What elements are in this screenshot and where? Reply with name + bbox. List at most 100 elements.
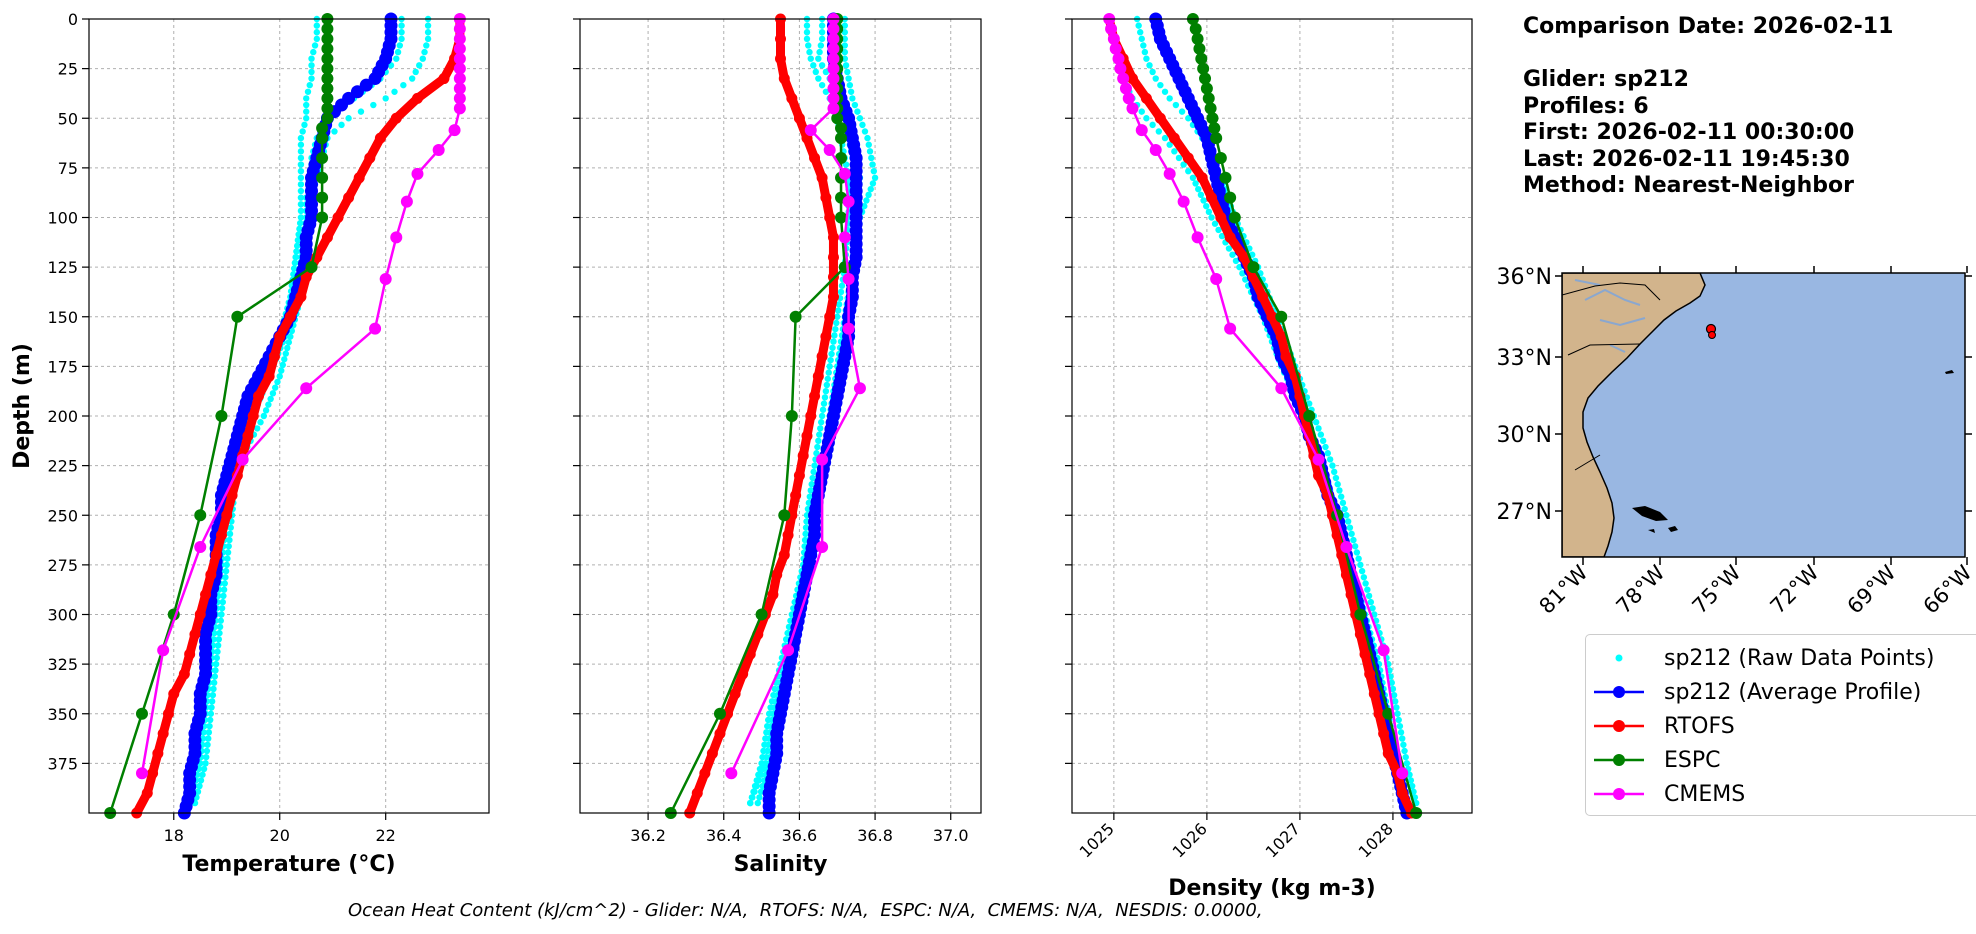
rtofs-point — [1140, 92, 1152, 104]
raw-data-point — [814, 443, 821, 451]
raw-data-point — [297, 167, 305, 175]
raw-data-point — [297, 148, 305, 155]
espc-point — [1219, 171, 1232, 184]
density-panel: 1025 1026 1027 1028 Density (kg m-3) — [1065, 12, 1473, 901]
raw-data-point — [308, 55, 315, 62]
legend-label-rtofs: RTOFS — [1664, 713, 1735, 739]
rtofs-point — [744, 648, 756, 660]
raw-data-point — [338, 121, 345, 129]
raw-data-point — [393, 55, 400, 62]
cmems-point — [390, 231, 403, 244]
y-tick-label: 250 — [47, 506, 78, 525]
raw-data-point — [1218, 232, 1226, 240]
cmems-point — [816, 453, 829, 466]
rtofs-point — [1196, 172, 1208, 184]
rtofs-point — [1313, 470, 1325, 482]
x-tick-label: 1026 — [1169, 819, 1211, 861]
raw-data-point — [1178, 108, 1186, 115]
raw-data-point — [825, 369, 832, 376]
cmems-point — [827, 52, 840, 65]
raw-data-point — [1232, 257, 1240, 265]
raw-data-point — [1315, 425, 1322, 432]
cmems-point — [1122, 92, 1135, 105]
raw-data-point — [209, 691, 217, 699]
raw-data-point — [203, 747, 211, 755]
rtofs-point — [1257, 291, 1269, 303]
rtofs-point — [827, 291, 839, 303]
x-axis-label: Temperature (°C) — [182, 852, 395, 877]
cmems-point — [448, 124, 461, 137]
raw-data-point — [1203, 202, 1210, 210]
raw-data-point — [224, 549, 232, 556]
raw-data-point — [1396, 722, 1404, 730]
raw-data-point — [838, 282, 846, 289]
x-tick-label: 22 — [376, 826, 396, 845]
espc-point — [1193, 42, 1206, 55]
raw-data-point — [210, 679, 218, 686]
raw-data-point — [1397, 729, 1405, 736]
raw-data-point — [218, 611, 225, 618]
raw-data-point — [1408, 782, 1416, 790]
raw-data-point — [1205, 208, 1213, 216]
espc-point — [1354, 608, 1367, 621]
espc-point — [321, 42, 334, 55]
raw-data-point — [829, 344, 836, 351]
raw-data-point — [818, 62, 826, 69]
raw-data-point — [835, 301, 843, 308]
raw-data-point — [271, 384, 279, 391]
raw-data-point — [1146, 62, 1153, 69]
cmems-point — [453, 42, 466, 55]
raw-data-point — [1343, 512, 1350, 519]
rtofs-point — [411, 92, 423, 104]
raw-data-point — [222, 567, 230, 575]
raw-data-point — [757, 788, 765, 795]
cmems-point — [453, 22, 466, 35]
raw-data-point — [1211, 220, 1219, 227]
raw-data-point — [1369, 605, 1376, 612]
rtofs-point — [805, 410, 817, 422]
espc-point — [316, 151, 329, 164]
raw-data-point — [818, 412, 826, 420]
raw-data-point — [756, 794, 763, 801]
cmems-point — [1275, 382, 1288, 395]
raw-data-point — [370, 101, 377, 109]
espc-point — [1199, 72, 1212, 85]
raw-data-point — [226, 530, 234, 538]
raw-data-point — [214, 648, 221, 655]
y-tick-label: 25 — [58, 60, 78, 79]
raw-data-point — [819, 406, 827, 413]
rtofs-point — [1224, 231, 1236, 243]
raw-data-point — [866, 148, 874, 155]
raw-data-point — [200, 765, 208, 773]
raw-data-point — [827, 356, 834, 364]
raw-data-point — [1319, 437, 1327, 445]
raw-data-point — [809, 474, 816, 482]
rtofs-point — [1396, 787, 1408, 799]
rtofs-point — [737, 668, 749, 680]
raw-data-point — [290, 265, 298, 272]
rtofs-point — [767, 589, 779, 601]
profile-count: Profiles: 6 — [1523, 93, 1649, 119]
raw-data-point — [802, 530, 809, 538]
espc-point — [1202, 92, 1215, 105]
raw-data-point — [301, 121, 308, 129]
cmems-point — [369, 322, 382, 335]
rtofs-point — [147, 767, 159, 779]
rtofs-point — [816, 350, 828, 362]
raw-data-point — [205, 735, 212, 742]
raw-data-point — [771, 685, 779, 693]
rtofs-point — [782, 529, 794, 541]
raw-data-point — [303, 108, 310, 115]
map-lat-label: 33°N — [1497, 346, 1552, 371]
raw-data-point — [269, 390, 277, 397]
raw-data-point — [849, 95, 856, 102]
rtofs-point — [1378, 728, 1390, 740]
cmems-point — [1126, 102, 1139, 115]
cmems-point — [1107, 32, 1120, 45]
espc-point — [316, 122, 329, 135]
cmems-point — [1135, 124, 1148, 137]
raw-data-point — [842, 62, 850, 69]
cmems-point — [827, 62, 840, 75]
raw-data-point — [299, 128, 306, 135]
